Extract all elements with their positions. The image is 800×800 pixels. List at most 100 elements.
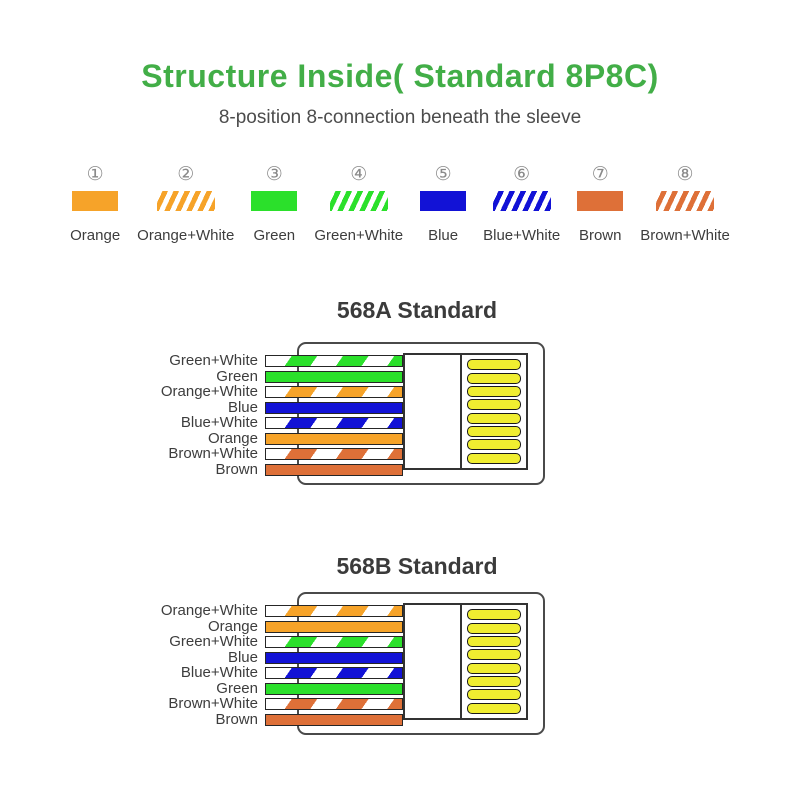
legend-number: ⑤ [434,164,452,185]
legend-label: Green+White [314,227,404,244]
wire-swatch-icon [251,191,298,211]
legend-label: Orange [70,227,121,244]
wire-label: Green [216,679,258,697]
pin-contact [467,649,521,661]
pin-block [462,605,526,718]
plug-cavity [405,605,462,718]
legend-number: ① [86,164,104,185]
wire-label: Green+White [169,352,258,369]
pin-contact [467,425,521,437]
legend-number: ④ [350,164,368,185]
wire-row: Blue [40,648,403,666]
legend-item-green: ③ Green [251,164,298,245]
wire-bar [265,355,403,367]
legend-item-blue-white: ⑥ Blue+White [483,164,560,245]
legend-item-blue: ⑤ Blue [420,164,467,245]
plug-body [403,603,528,720]
wire-label: Blue+White [180,414,258,431]
page-title: Structure Inside( Standard 8P8C) [141,58,659,94]
legend-number: ③ [265,164,283,185]
wire-bar [265,667,403,679]
pin-contact [467,635,521,647]
wire-row: Orange+White [40,602,403,619]
wire-swatch-icon [420,191,467,211]
wire-row: Brown [40,460,403,478]
legend-item-green-white: ④ Green+White [314,164,403,245]
wire-label: Orange [207,617,258,635]
wire-bar [265,713,403,726]
wire-color-legend: ① Orange ② Orange+White ③ Green ④ Green+… [0,164,800,245]
pin-contact [467,702,521,714]
diagram-568b: 568B Standard Orange+White Orange Green+… [0,538,800,788]
page-subtitle: 8-position 8-connection beneath the slee… [218,107,582,128]
wire-swatch-icon [577,191,624,211]
legend-item-orange-white: ② Orange+White [137,164,234,245]
wire-row: Brown+White [40,446,403,461]
diagram-568a: 568A Standard Green+White Green Orange+W… [0,288,800,538]
pin-contact [467,675,521,687]
legend-label: Blue+White [483,227,561,244]
wire-label: Blue [227,398,258,416]
wire-label: Brown+White [168,695,258,712]
wire-row: Green [40,367,403,385]
wire-label: Green+White [169,633,258,650]
wire-label: Brown [215,460,258,478]
pin-contact [467,372,521,384]
pin-contact [467,412,521,424]
legend-label: Blue [428,227,459,244]
pin-contact [467,385,521,397]
wire-label: Orange+White [160,383,258,400]
diagram-568a-title: 568A Standard [336,297,498,323]
wire-row: Green [40,679,403,697]
wire-row: Blue+White [40,414,403,431]
wire-list-568a: Green+White Green Orange+White Blue Blue… [40,352,403,478]
wire-bar [265,636,403,648]
wire-bar [265,432,403,445]
pin-contact [467,359,521,371]
wire-bar [265,651,403,664]
wire-row: Brown+White [40,695,403,712]
legend-label: Orange+White [137,227,235,244]
legend-number: ⑥ [513,164,531,185]
wire-bar [265,620,403,633]
wire-list-568b: Orange+White Orange Green+White Blue Blu… [40,602,403,727]
wire-row: Orange [40,617,403,635]
wire-label: Orange [207,429,258,447]
wire-swatch-icon [156,191,215,211]
legend-item-brown: ⑦ Brown [577,164,624,245]
legend-number: ⑦ [591,164,609,185]
wire-bar [265,386,403,398]
plug-cavity [405,355,462,468]
diagram-568b-title: 568B Standard [336,553,498,579]
wire-row: Blue [40,398,403,416]
wire-bar [265,417,403,429]
wire-label: Blue [227,648,258,666]
wire-swatch-icon [329,191,388,211]
wire-bar [265,401,403,414]
pin-contact [467,622,521,634]
wire-label: Orange+White [160,602,258,619]
plug-body [403,353,528,470]
wire-bar [265,698,403,710]
wire-bar [265,682,403,695]
wire-bar [265,370,403,383]
legend-number: ⑧ [676,164,694,185]
wire-bar [265,448,403,460]
wire-row: Orange [40,429,403,447]
legend-item-orange: ① Orange [70,164,120,245]
wire-row: Orange+White [40,383,403,400]
legend-label: Brown [578,227,622,244]
pin-contact [467,399,521,411]
legend-number: ② [177,164,195,185]
wire-swatch-icon [72,191,119,211]
wire-label: Green [216,367,258,385]
wire-bar [265,463,403,476]
pin-contact [467,439,521,451]
pin-block [462,355,526,468]
wire-swatch-icon [492,191,551,211]
pin-contact [467,689,521,701]
wire-swatch-icon [656,191,715,211]
pin-contact [467,609,521,621]
pin-contact [467,662,521,674]
